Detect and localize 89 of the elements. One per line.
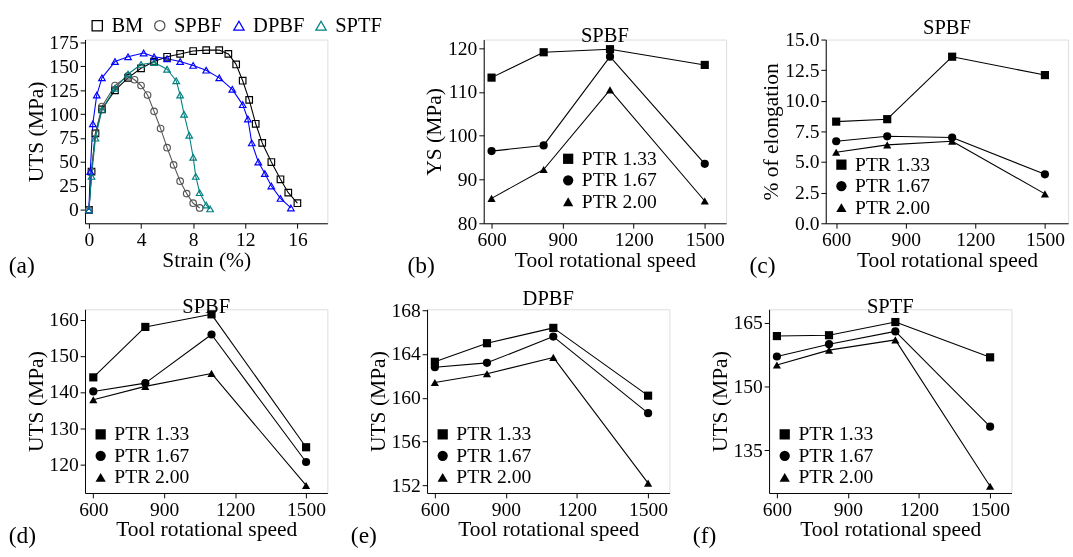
y-tick-label: 0.0 <box>794 212 820 234</box>
y-tick-label: 90 <box>457 168 478 190</box>
legend-label: PTR 2.00 <box>855 196 931 218</box>
legend-label: PTR 2.00 <box>798 466 874 488</box>
chart-title: SPBF <box>580 24 629 47</box>
x-tick-label: 1200 <box>900 498 940 520</box>
y-tick-label: 140 <box>49 381 79 403</box>
chart-title: SPTF <box>866 295 914 318</box>
y-axis-title: UTS (MPa) <box>23 81 48 183</box>
x-axis-title: Tool rotational speed <box>116 517 298 542</box>
text: (b) <box>407 252 435 279</box>
legend-label: SPBF <box>173 13 222 36</box>
legend-label: PTR 1.67 <box>855 175 931 197</box>
y-tick-label: 100 <box>49 103 79 125</box>
y-tick-label: 80 <box>457 212 478 234</box>
legend-label: SPTF <box>335 13 382 36</box>
text: (e) <box>350 521 377 548</box>
y-tick-label: 150 <box>49 55 79 77</box>
y-tick-label: 120 <box>448 37 478 59</box>
x-tick-label: 4 <box>136 229 147 251</box>
legend-label: PTR 1.67 <box>798 444 874 466</box>
chart-title: DPBF <box>522 286 574 309</box>
text: (f) <box>692 521 717 548</box>
x-tick-label: 900 <box>833 498 864 520</box>
x-axis-title: Tool rotational speed <box>800 517 982 542</box>
y-axis-title: UTS (MPa) <box>23 351 48 453</box>
x-tick-label: 16 <box>288 229 308 251</box>
text: (a) <box>8 252 35 279</box>
x-tick-label: 600 <box>477 229 507 251</box>
chart-title: SPBF <box>182 295 231 318</box>
legend-label: PTR 1.33 <box>456 423 532 445</box>
y-tick-label: 100 <box>448 125 478 147</box>
y-tick-label: 125 <box>49 79 79 101</box>
text: (d) <box>8 521 37 548</box>
legend-label: BM <box>111 13 144 36</box>
y-tick-label: 130 <box>49 417 79 439</box>
legend-label: PTR 1.67 <box>456 444 532 466</box>
y-tick-label: 50 <box>59 151 79 173</box>
x-tick-label: 0 <box>84 229 95 251</box>
y-tick-label: 150 <box>733 376 763 398</box>
y-axis-title: YS (MPa) <box>422 88 447 176</box>
x-tick-label: 1500 <box>971 498 1011 520</box>
legend-label: PTR 1.33 <box>114 423 190 445</box>
text: (c) <box>749 252 776 279</box>
y-tick-label: 160 <box>49 309 79 331</box>
x-tick-label: 600 <box>420 498 451 520</box>
legend-label: PTR 2.00 <box>456 466 532 488</box>
y-axis-title: UTS (MPa) <box>707 351 732 453</box>
y-tick-label: 168 <box>391 299 421 321</box>
legend-label: DPBF <box>253 13 305 36</box>
legend-label: PTR 1.33 <box>855 153 930 175</box>
y-tick-label: 164 <box>391 343 421 365</box>
x-tick-label: 900 <box>150 498 180 520</box>
y-tick-label: 156 <box>391 430 421 452</box>
y-tick-label: 150 <box>49 345 79 367</box>
y-tick-label: 2.5 <box>794 182 820 204</box>
y-tick-label: 135 <box>733 439 763 461</box>
x-tick-label: 1500 <box>287 498 327 520</box>
chart-title: SPBF <box>922 15 971 38</box>
x-tick-label: 600 <box>822 229 852 251</box>
y-tick-label: 7.5 <box>794 120 820 142</box>
legend-label: PTR 1.67 <box>581 169 657 191</box>
y-tick-label: 5.0 <box>794 151 820 173</box>
x-tick-label: 1200 <box>216 498 256 520</box>
legend-label: PTR 2.00 <box>114 466 190 488</box>
y-tick-label: 110 <box>448 81 478 103</box>
legend-label: PTR 1.67 <box>114 444 190 466</box>
x-tick-label: 1200 <box>557 498 598 520</box>
y-axis-title: UTS (MPa) <box>365 351 390 453</box>
y-tick-label: 175 <box>49 31 79 53</box>
y-tick-label: 120 <box>49 453 79 475</box>
y-tick-label: 152 <box>391 474 421 496</box>
legend-label: PTR 2.00 <box>581 190 657 212</box>
x-tick-label: 600 <box>79 498 109 520</box>
x-tick-label: 600 <box>762 498 793 520</box>
x-tick-label: 1500 <box>629 498 669 520</box>
legend-label: PTR 1.33 <box>798 423 874 445</box>
y-tick-label: 25 <box>59 175 79 197</box>
y-tick-label: 15.0 <box>785 28 820 50</box>
y-axis-title: % of elongation <box>759 63 784 201</box>
y-tick-label: 75 <box>59 127 79 149</box>
y-tick-label: 160 <box>391 387 421 409</box>
x-tick-label: 900 <box>491 498 522 520</box>
legend-label: PTR 1.33 <box>581 147 657 169</box>
y-tick-label: 0 <box>68 199 79 221</box>
y-tick-label: 10.0 <box>785 90 820 112</box>
y-tick-label: 12.5 <box>785 59 820 81</box>
y-tick-label: 165 <box>733 312 763 334</box>
x-axis-title: Tool rotational speed <box>458 517 640 542</box>
